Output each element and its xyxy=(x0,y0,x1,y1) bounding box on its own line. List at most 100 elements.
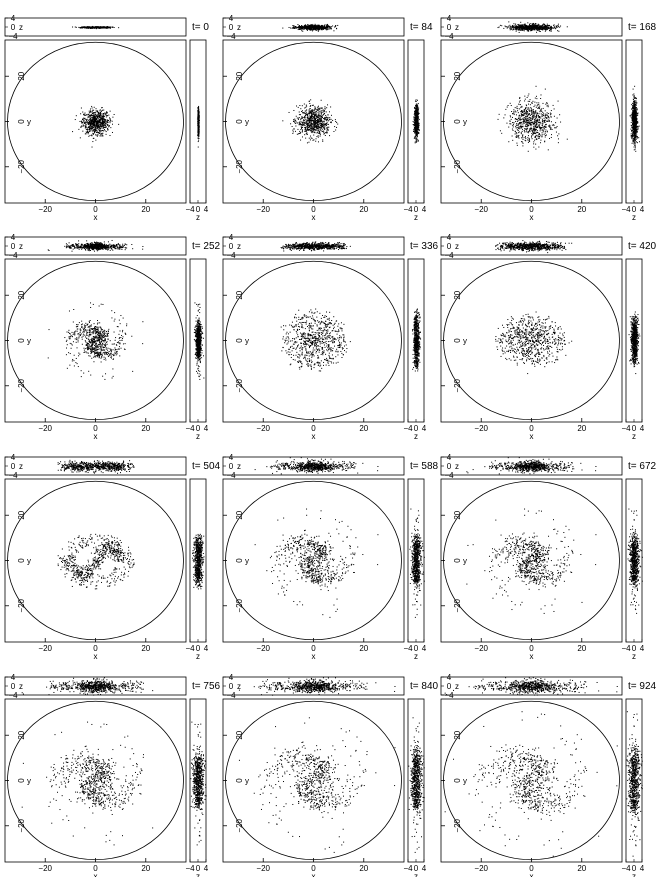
particle-point xyxy=(320,99,322,101)
particle-point xyxy=(288,111,290,113)
particle-point-xz xyxy=(81,27,83,29)
particle-point xyxy=(97,134,99,136)
particle-point xyxy=(94,125,96,127)
particle-point xyxy=(87,132,89,134)
particle-point xyxy=(301,128,303,130)
particle-point xyxy=(313,139,315,141)
particle-point xyxy=(89,122,91,124)
particle-point xyxy=(317,128,319,130)
particle-point xyxy=(106,112,108,114)
particle-point-zy xyxy=(417,107,419,109)
particle-point xyxy=(310,130,312,132)
particle-point xyxy=(100,123,102,125)
particle-point-xz xyxy=(89,27,91,29)
particle-point xyxy=(106,123,108,125)
particle-point xyxy=(91,105,93,107)
particle-point xyxy=(100,133,102,135)
particle-point xyxy=(320,107,322,109)
z-tick-label: −4 xyxy=(8,32,18,41)
particle-point xyxy=(304,126,306,128)
particle-point xyxy=(522,142,524,144)
particle-point xyxy=(97,111,99,113)
particle-point xyxy=(88,112,90,114)
particle-point xyxy=(550,121,552,123)
particle-point-zy xyxy=(414,118,416,120)
particle-point xyxy=(310,117,312,119)
particle-point xyxy=(102,121,104,123)
particle-point-xz xyxy=(301,28,303,30)
particle-point xyxy=(314,109,316,111)
particle-point-zy xyxy=(413,137,415,139)
particle-point-zy xyxy=(418,107,420,109)
particle-point xyxy=(304,122,306,124)
particle-point xyxy=(300,139,302,141)
particle-point xyxy=(84,118,86,120)
particle-point xyxy=(535,85,537,87)
particle-point xyxy=(521,130,523,132)
particle-point xyxy=(318,107,320,109)
particle-point-xz xyxy=(323,25,325,27)
particle-point-zy xyxy=(416,105,418,107)
particle-point xyxy=(94,118,96,120)
particle-point xyxy=(313,115,315,117)
particle-point xyxy=(520,132,522,134)
particle-point-zy xyxy=(414,112,416,114)
particle-point xyxy=(97,111,99,113)
particle-point xyxy=(84,125,86,127)
particle-point-xz xyxy=(305,28,307,30)
particle-point xyxy=(80,113,82,115)
particle-point xyxy=(297,128,299,130)
particle-point xyxy=(326,131,328,133)
particle-point xyxy=(304,134,306,136)
particle-point-xz xyxy=(85,26,87,28)
particle-point xyxy=(336,126,338,128)
particle-point xyxy=(99,133,101,135)
particle-point xyxy=(82,111,84,113)
particle-point xyxy=(92,123,94,125)
particle-point xyxy=(329,117,331,119)
particle-point-xz xyxy=(318,28,320,30)
particle-point-zy xyxy=(416,139,418,141)
particle-point xyxy=(299,105,301,107)
particle-point xyxy=(101,125,103,127)
time-label: t= 84 xyxy=(410,22,433,33)
particle-point xyxy=(87,133,89,135)
particle-point xyxy=(89,118,91,120)
particle-point xyxy=(324,119,326,121)
particle-point xyxy=(82,119,84,121)
particle-point-xz xyxy=(327,23,329,25)
particle-point xyxy=(326,118,328,120)
particle-point xyxy=(94,128,96,130)
particle-point-xz xyxy=(550,27,552,29)
particle-point xyxy=(96,135,98,137)
particle-point xyxy=(92,109,94,111)
particle-point xyxy=(522,118,524,120)
particle-point xyxy=(95,118,97,120)
particle-point xyxy=(314,113,316,115)
particle-point xyxy=(326,123,328,125)
particle-point xyxy=(322,111,324,113)
particle-point xyxy=(292,132,294,134)
particle-point xyxy=(111,131,113,133)
z-axis-label: z xyxy=(19,23,23,32)
particle-point xyxy=(98,118,100,120)
particle-point xyxy=(98,125,100,127)
particle-point-zy xyxy=(198,132,200,134)
particle-point xyxy=(310,121,312,123)
particle-point xyxy=(102,128,104,130)
particle-point-xz xyxy=(506,27,508,29)
particle-point xyxy=(315,129,317,131)
particle-point-zy xyxy=(416,110,418,112)
particle-point xyxy=(101,122,103,124)
particle-point xyxy=(109,119,111,121)
particle-point xyxy=(92,141,94,143)
particle-point-xz xyxy=(297,24,299,26)
particle-point xyxy=(290,123,292,125)
particle-point xyxy=(316,109,318,111)
particle-point xyxy=(311,109,313,111)
particle-point xyxy=(547,106,549,108)
particle-point xyxy=(92,121,94,123)
particle-point xyxy=(90,125,92,127)
particle-point xyxy=(306,123,308,125)
particle-point xyxy=(307,117,309,119)
